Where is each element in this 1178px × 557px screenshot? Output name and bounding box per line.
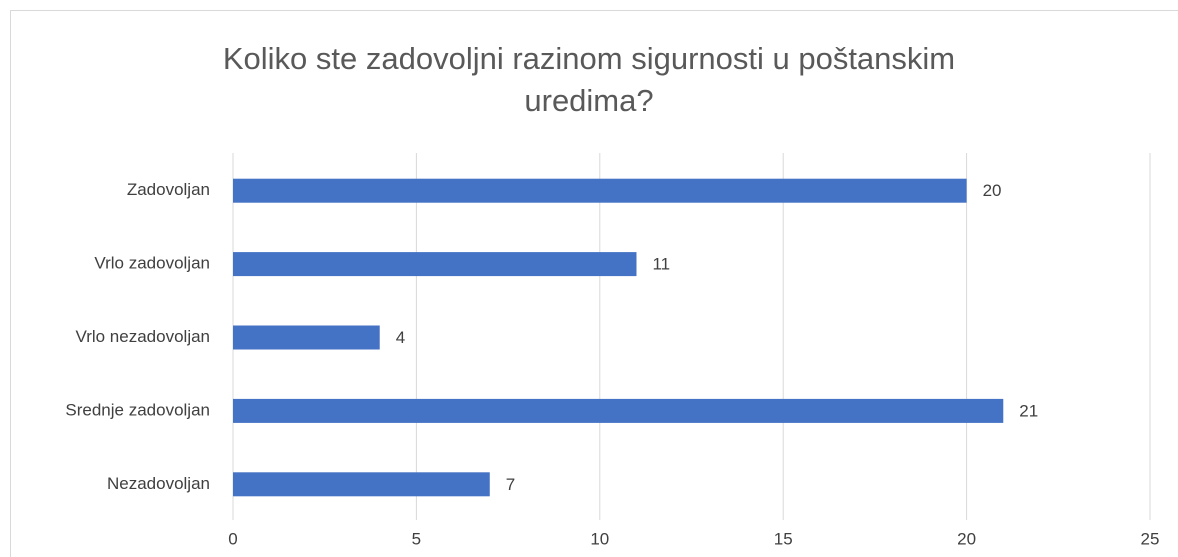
data-label: 11 — [652, 255, 670, 274]
bar — [233, 472, 490, 497]
bar — [233, 325, 380, 350]
x-tick-label: 15 — [774, 529, 793, 548]
bar — [233, 398, 1004, 423]
x-tick-label: 5 — [412, 529, 421, 548]
data-label: 4 — [396, 328, 405, 347]
data-label: 7 — [506, 475, 515, 494]
y-tick-label: Nezadovoljan — [107, 474, 210, 493]
x-tick-label: 0 — [228, 529, 237, 548]
y-tick-label: Vrlo nezadovoljan — [75, 327, 210, 346]
bar — [233, 252, 637, 277]
chart-title: Koliko ste zadovoljni razinom sigurnosti… — [222, 41, 956, 118]
x-tick-label: 10 — [590, 529, 609, 548]
y-tick-label: Vrlo zadovoljan — [94, 254, 210, 273]
data-label: 21 — [1019, 401, 1038, 420]
data-label: 20 — [983, 181, 1002, 200]
chart-border — [10, 10, 1178, 557]
bar — [233, 178, 967, 203]
y-tick-label: Zadovoljan — [127, 180, 210, 199]
x-tick-label: 25 — [1141, 529, 1160, 548]
x-tick-label: 20 — [957, 529, 976, 548]
y-tick-label: Srednje zadovoljan — [65, 400, 210, 419]
